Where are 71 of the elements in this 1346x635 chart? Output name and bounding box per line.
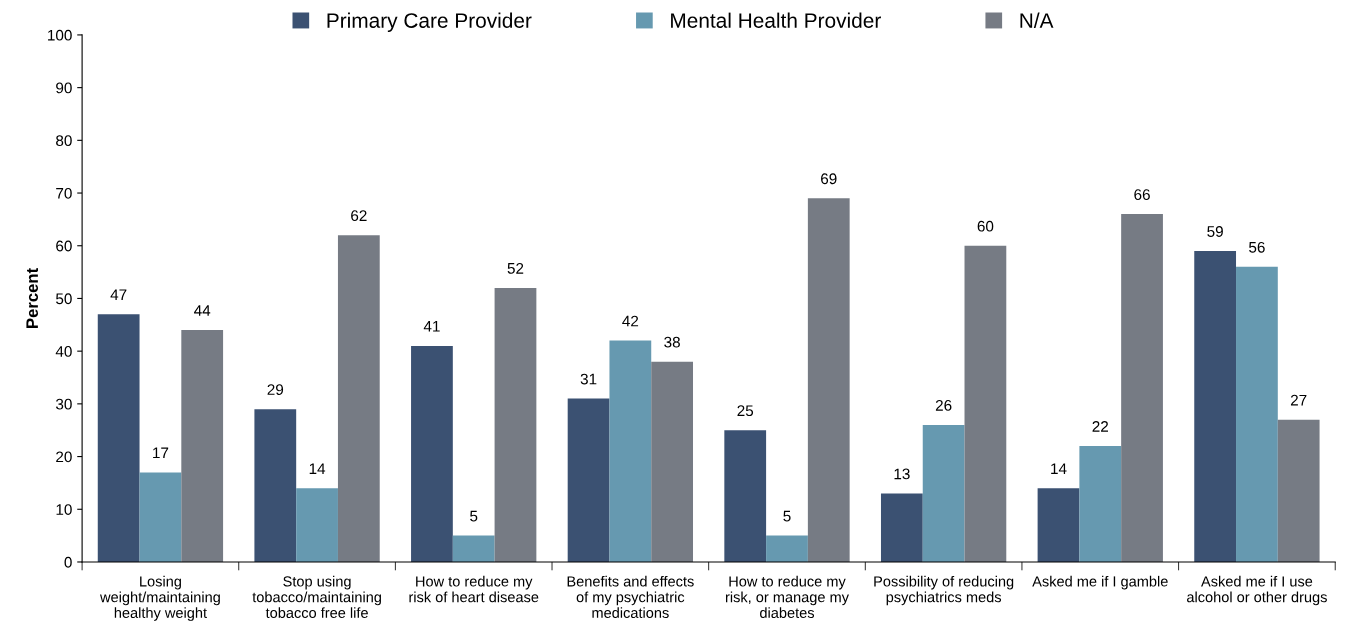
bar [964, 245, 1007, 562]
bar [766, 535, 808, 562]
data-label: 13 [894, 468, 910, 480]
data-label: 42 [622, 315, 639, 327]
bar [337, 235, 380, 562]
legend-label: N/A [1020, 12, 1054, 28]
bar [411, 345, 453, 562]
bar [807, 198, 850, 562]
bar [296, 488, 338, 562]
data-label: 69 [821, 173, 837, 185]
bar [452, 535, 495, 562]
bar [922, 424, 965, 562]
data-label: 59 [1207, 226, 1223, 237]
data-label: 62 [351, 210, 367, 222]
data-label: 31 [580, 373, 597, 385]
legend-label: Mental Health Provider [671, 12, 881, 28]
bar [1194, 251, 1237, 562]
y-tick-label: 60 [56, 240, 72, 252]
x-tick-label: Stop using tobacco/maintaining tobacco free life [252, 575, 381, 618]
y-tick-label: 50 [56, 293, 72, 305]
data-label: 47 [110, 289, 127, 300]
y-tick-label: 80 [56, 135, 72, 147]
y-tick-label: 40 [55, 346, 72, 357]
x-tick-label: Asked me if I use alcohol or other drugs [1187, 575, 1327, 606]
bar [1079, 446, 1122, 562]
x-tick-label: Losing weight/maintaining healthy weight [100, 575, 220, 621]
data-label: 66 [1134, 189, 1150, 200]
y-tick-label: 20 [56, 451, 72, 463]
data-label: 27 [1290, 394, 1307, 406]
x-tick-label: How to reduce my risk, or manage my diabetes [725, 575, 849, 618]
x-tick-label: How to reduce my risk of heart disease [409, 575, 539, 603]
data-label: 25 [737, 405, 754, 417]
data-label: 41 [423, 321, 440, 332]
bar [567, 398, 610, 562]
bar [494, 287, 537, 562]
data-label: 17 [153, 447, 169, 459]
y-tick-label: 70 [56, 187, 72, 199]
bar [181, 330, 224, 562]
bar [1236, 266, 1278, 562]
y-tick-label: 100 [48, 29, 72, 41]
legend-label: Primary Care Provider [327, 12, 532, 33]
data-label: 5 [783, 510, 791, 522]
data-label: 38 [664, 336, 680, 348]
y-tick-label: 30 [55, 398, 72, 410]
data-label: 22 [1092, 421, 1108, 432]
data-label: 14 [309, 463, 326, 474]
x-tick-label: Possibility of reducing psychiatrics meds [874, 575, 1014, 606]
data-label: 56 [1249, 241, 1265, 253]
bar [651, 361, 693, 562]
bar [724, 430, 767, 562]
bar [1121, 214, 1163, 562]
y-tick-label: 0 [64, 556, 72, 568]
data-label: 60 [977, 220, 994, 232]
data-label: 29 [267, 384, 284, 395]
data-label: 5 [470, 510, 478, 522]
bar [1037, 488, 1080, 562]
bar [139, 472, 182, 562]
data-label: 26 [935, 399, 952, 411]
bar [880, 493, 923, 562]
bar [609, 340, 652, 562]
x-tick-label: Benefits and effects of my psychiatric medications [567, 575, 694, 618]
bar [254, 409, 297, 562]
bar [1277, 419, 1320, 562]
bar [97, 314, 140, 562]
data-label: 14 [1051, 463, 1067, 474]
data-label: 52 [507, 262, 524, 274]
data-label: 44 [194, 305, 211, 316]
y-tick-label: 10 [56, 504, 72, 515]
y-axis-title: Percent [26, 268, 39, 328]
x-tick-label: Asked me if I gamble [1032, 575, 1168, 590]
y-tick-label: 90 [56, 82, 72, 94]
